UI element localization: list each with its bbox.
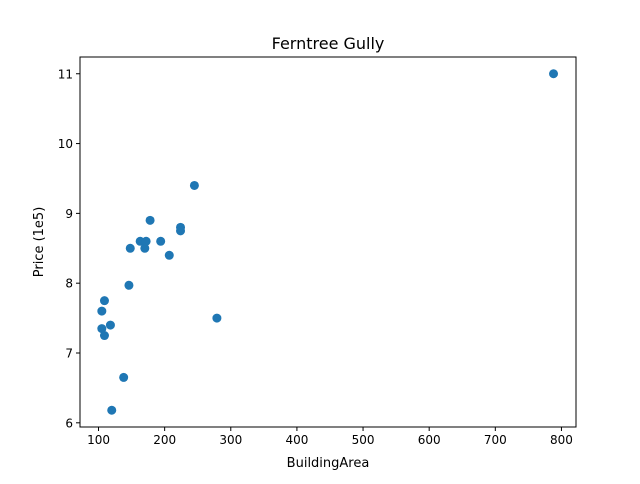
data-point xyxy=(156,236,166,246)
x-tick-label: 400 xyxy=(285,433,308,447)
data-point xyxy=(141,236,151,246)
y-tick-label: 7 xyxy=(65,347,73,361)
data-point xyxy=(97,324,107,334)
x-tick-label: 100 xyxy=(87,433,110,447)
data-point xyxy=(124,280,134,290)
y-axis-label: Price (1e5) xyxy=(32,207,47,278)
data-point xyxy=(189,180,199,190)
y-axis-ticks: 6 7 8 9 10 11 xyxy=(58,67,80,430)
data-point xyxy=(97,306,107,316)
data-point xyxy=(176,226,186,236)
x-tick-label: 200 xyxy=(153,433,176,447)
y-tick-label: 9 xyxy=(65,207,73,221)
data-point xyxy=(105,320,115,330)
data-point xyxy=(99,331,109,341)
y-tick-label: 11 xyxy=(58,67,73,81)
data-points xyxy=(97,69,559,415)
data-point xyxy=(164,250,174,260)
y-tick-label: 8 xyxy=(65,277,73,291)
y-tick-label: 10 xyxy=(58,137,73,151)
x-tick-label: 600 xyxy=(418,433,441,447)
data-point xyxy=(107,405,117,415)
y-tick-label: 6 xyxy=(65,416,73,430)
x-tick-label: 700 xyxy=(484,433,507,447)
x-tick-label: 500 xyxy=(352,433,375,447)
x-tick-label: 300 xyxy=(219,433,242,447)
data-point xyxy=(140,243,150,253)
x-axis-label: BuildingArea xyxy=(287,456,370,471)
data-point xyxy=(145,215,155,225)
data-point xyxy=(125,243,135,253)
chart-title: Ferntree Gully xyxy=(272,34,385,53)
x-axis-ticks: 100 200 300 400 500 600 700 800 xyxy=(87,427,573,447)
plot-frame xyxy=(79,56,577,428)
data-point xyxy=(99,296,109,306)
data-point xyxy=(119,372,129,382)
x-tick-label: 800 xyxy=(550,433,573,447)
data-point xyxy=(212,313,222,323)
data-point xyxy=(549,69,559,79)
